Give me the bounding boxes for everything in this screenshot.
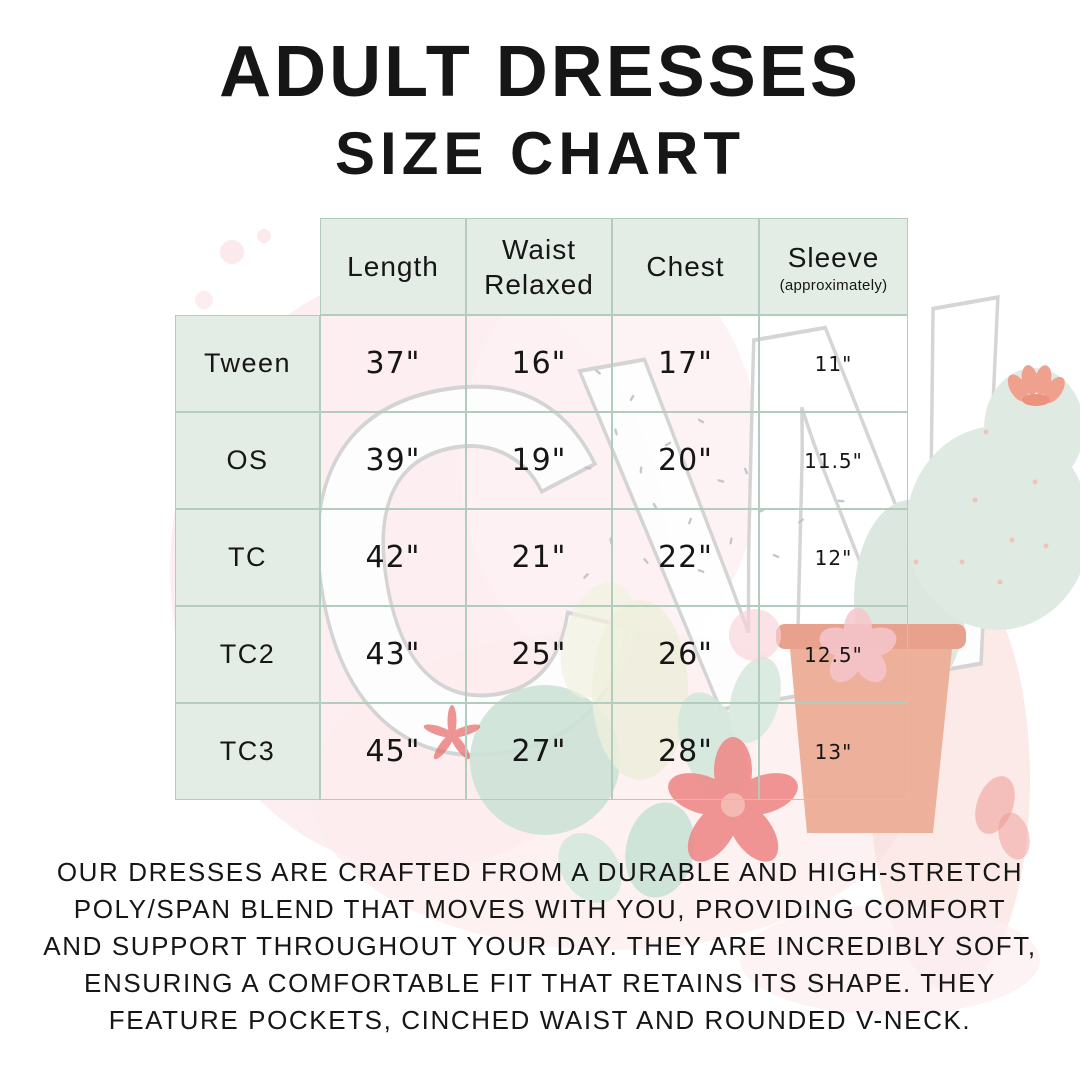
product-description: OUR DRESSES ARE CRAFTED FROM A DURABLE A… <box>0 854 1080 1039</box>
header-label: Chest <box>646 251 725 282</box>
description-line: AND SUPPORT THROUGHOUT YOUR DAY. THEY AR… <box>43 931 1037 961</box>
value-cell: 20" <box>612 412 759 509</box>
value-cell: 21" <box>466 509 612 606</box>
size-chart-table: Length Waist Relaxed Chest Sleeve (appro… <box>175 218 908 800</box>
value-cell: 12.5" <box>759 606 908 703</box>
value-cell: 25" <box>466 606 612 703</box>
value-cell: 11" <box>759 315 908 412</box>
row-label-cell: Tween <box>175 315 320 412</box>
value-cell: 17" <box>612 315 759 412</box>
value-cell: 27" <box>466 703 612 800</box>
cactus-flower-icon <box>1007 365 1065 406</box>
value-cell: 26" <box>612 606 759 703</box>
header-cell-chest: Chest <box>612 218 759 315</box>
value-cell: 11.5" <box>759 412 908 509</box>
row-label-cell: TC3 <box>175 703 320 800</box>
description-line: FEATURE POCKETS, CINCHED WAIST AND ROUND… <box>108 1005 972 1035</box>
header-sublabel: (approximately) <box>779 276 888 294</box>
row-label-cell: TC2 <box>175 606 320 703</box>
header-label: Length <box>347 251 439 282</box>
value-cell: 19" <box>466 412 612 509</box>
starburst-flower-icon <box>423 705 481 760</box>
value-cell: 45" <box>320 703 466 800</box>
row-label-cell: OS <box>175 412 320 509</box>
header-label: Relaxed <box>484 268 594 300</box>
header-cell-waist-relaxed: Waist Relaxed <box>466 218 612 315</box>
value-cell: 28" <box>612 703 759 800</box>
row-label-cell: TC <box>175 509 320 606</box>
value-cell: 16" <box>466 315 612 412</box>
value-cell: 13" <box>759 703 908 800</box>
header-cell-length: Length <box>320 218 466 315</box>
value-cell: 22" <box>612 509 759 606</box>
pot-flower-icon <box>819 608 897 683</box>
page-title: ADULT DRESSES SIZE CHART <box>0 36 1080 184</box>
corner-cell <box>175 218 320 315</box>
description-line: ENSURING A COMFORTABLE FIT THAT RETAINS … <box>84 968 996 998</box>
value-cell: 37" <box>320 315 466 412</box>
description-line: OUR DRESSES ARE CRAFTED FROM A DURABLE A… <box>56 857 1024 887</box>
value-cell: 12" <box>759 509 908 606</box>
title-line-1: ADULT DRESSES <box>219 32 861 112</box>
value-cell: 39" <box>320 412 466 509</box>
header-label: Waist <box>502 233 576 265</box>
header-cell-sleeve: Sleeve (approximately) <box>759 218 908 315</box>
header-label: Sleeve <box>787 241 880 273</box>
value-cell: 43" <box>320 606 466 703</box>
value-cell: 42" <box>320 509 466 606</box>
title-line-2: SIZE CHART <box>335 120 745 187</box>
description-line: POLY/SPAN BLEND THAT MOVES WITH YOU, PRO… <box>73 894 1007 924</box>
